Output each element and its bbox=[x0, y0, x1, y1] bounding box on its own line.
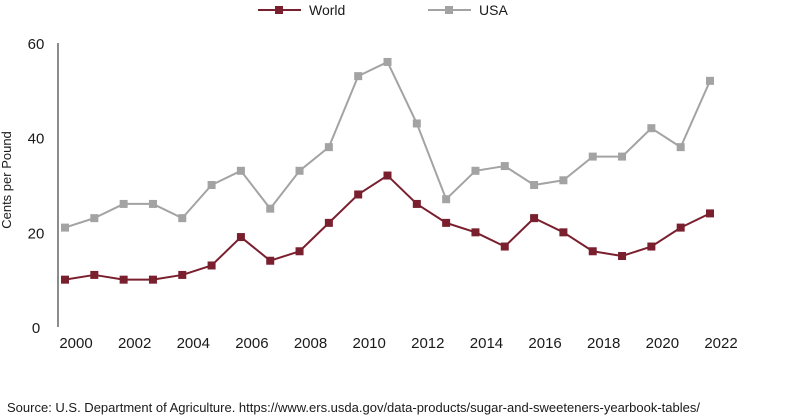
data-point-usa bbox=[442, 195, 451, 204]
data-point-world bbox=[207, 261, 216, 270]
legend-item-world: World bbox=[258, 2, 345, 18]
data-point-usa bbox=[266, 204, 275, 213]
data-point-world bbox=[706, 209, 714, 218]
data-point-world bbox=[354, 190, 363, 199]
data-point-world bbox=[90, 270, 99, 279]
data-point-usa bbox=[559, 176, 568, 185]
data-point-usa bbox=[119, 199, 128, 208]
data-point-world bbox=[647, 242, 656, 251]
y-tick-label: 60 bbox=[28, 36, 45, 53]
legend-marker-usa bbox=[445, 6, 453, 14]
y-axis-ticks: 0 20 40 60 bbox=[28, 36, 45, 337]
data-point-usa bbox=[471, 166, 480, 175]
legend-item-usa: USA bbox=[428, 2, 508, 18]
series-line-usa bbox=[64, 60, 711, 229]
data-point-world bbox=[295, 247, 304, 256]
data-point-usa bbox=[706, 76, 714, 85]
data-point-world bbox=[324, 218, 333, 227]
x-tick-label: 2014 bbox=[470, 335, 503, 352]
series-line-world bbox=[64, 174, 711, 281]
data-point-usa bbox=[61, 223, 69, 232]
x-tick-label: 2000 bbox=[59, 335, 92, 352]
y-tick-label: 20 bbox=[28, 225, 45, 242]
data-point-usa bbox=[236, 166, 245, 175]
y-axis-title: Cents per Pound bbox=[0, 131, 14, 229]
data-point-usa bbox=[295, 166, 304, 175]
x-tick-label: 2008 bbox=[294, 335, 327, 352]
data-point-world bbox=[530, 214, 539, 223]
data-point-usa bbox=[383, 57, 392, 66]
data-point-usa bbox=[618, 152, 627, 161]
legend-label-usa: USA bbox=[479, 2, 508, 18]
data-point-world bbox=[236, 233, 245, 242]
x-tick-label: 2016 bbox=[528, 335, 561, 352]
x-tick-label: 2018 bbox=[587, 335, 620, 352]
y-tick-label: 0 bbox=[32, 320, 40, 337]
x-tick-label: 2010 bbox=[352, 335, 385, 352]
data-point-usa bbox=[588, 152, 597, 161]
data-point-usa bbox=[530, 181, 539, 189]
x-tick-label: 2006 bbox=[235, 335, 268, 352]
series-world bbox=[61, 171, 714, 284]
x-axis-ticks: 2000 2002 2004 2006 2008 2010 2012 2014 2016 2018… bbox=[59, 335, 737, 352]
x-tick-label: 2002 bbox=[118, 335, 151, 352]
data-point-world bbox=[442, 218, 451, 227]
x-tick-label: 2022 bbox=[704, 335, 737, 352]
data-point-usa bbox=[148, 199, 157, 208]
data-point-usa bbox=[647, 124, 656, 133]
data-point-world bbox=[588, 247, 597, 256]
data-point-usa bbox=[90, 214, 99, 223]
data-point-usa bbox=[178, 214, 187, 223]
data-point-world bbox=[559, 228, 568, 237]
data-point-world bbox=[471, 228, 480, 237]
legend-marker-world bbox=[275, 6, 283, 14]
y-tick-label: 40 bbox=[28, 131, 45, 148]
legend-label-world: World bbox=[309, 2, 345, 18]
data-point-world bbox=[383, 171, 392, 180]
data-point-usa bbox=[500, 162, 509, 171]
legend: World USA bbox=[258, 2, 508, 18]
data-point-usa bbox=[412, 119, 421, 128]
series-usa bbox=[61, 57, 714, 232]
data-point-usa bbox=[354, 72, 363, 81]
data-point-world bbox=[119, 275, 128, 284]
data-point-usa bbox=[207, 181, 216, 189]
x-tick-label: 2020 bbox=[646, 335, 679, 352]
data-point-world bbox=[500, 242, 509, 251]
data-point-world bbox=[266, 256, 275, 265]
series-group bbox=[61, 57, 714, 284]
data-point-world bbox=[148, 275, 157, 284]
data-point-world bbox=[61, 275, 69, 284]
data-point-usa bbox=[676, 143, 685, 152]
data-point-world bbox=[412, 199, 421, 208]
data-point-usa bbox=[324, 143, 333, 152]
data-point-world bbox=[178, 270, 187, 279]
x-tick-label: 2004 bbox=[177, 335, 210, 352]
data-point-world bbox=[618, 252, 627, 260]
source-note: Source: U.S. Department of Agriculture. … bbox=[7, 400, 700, 415]
x-tick-label: 2012 bbox=[411, 335, 444, 352]
data-point-world bbox=[676, 223, 685, 232]
